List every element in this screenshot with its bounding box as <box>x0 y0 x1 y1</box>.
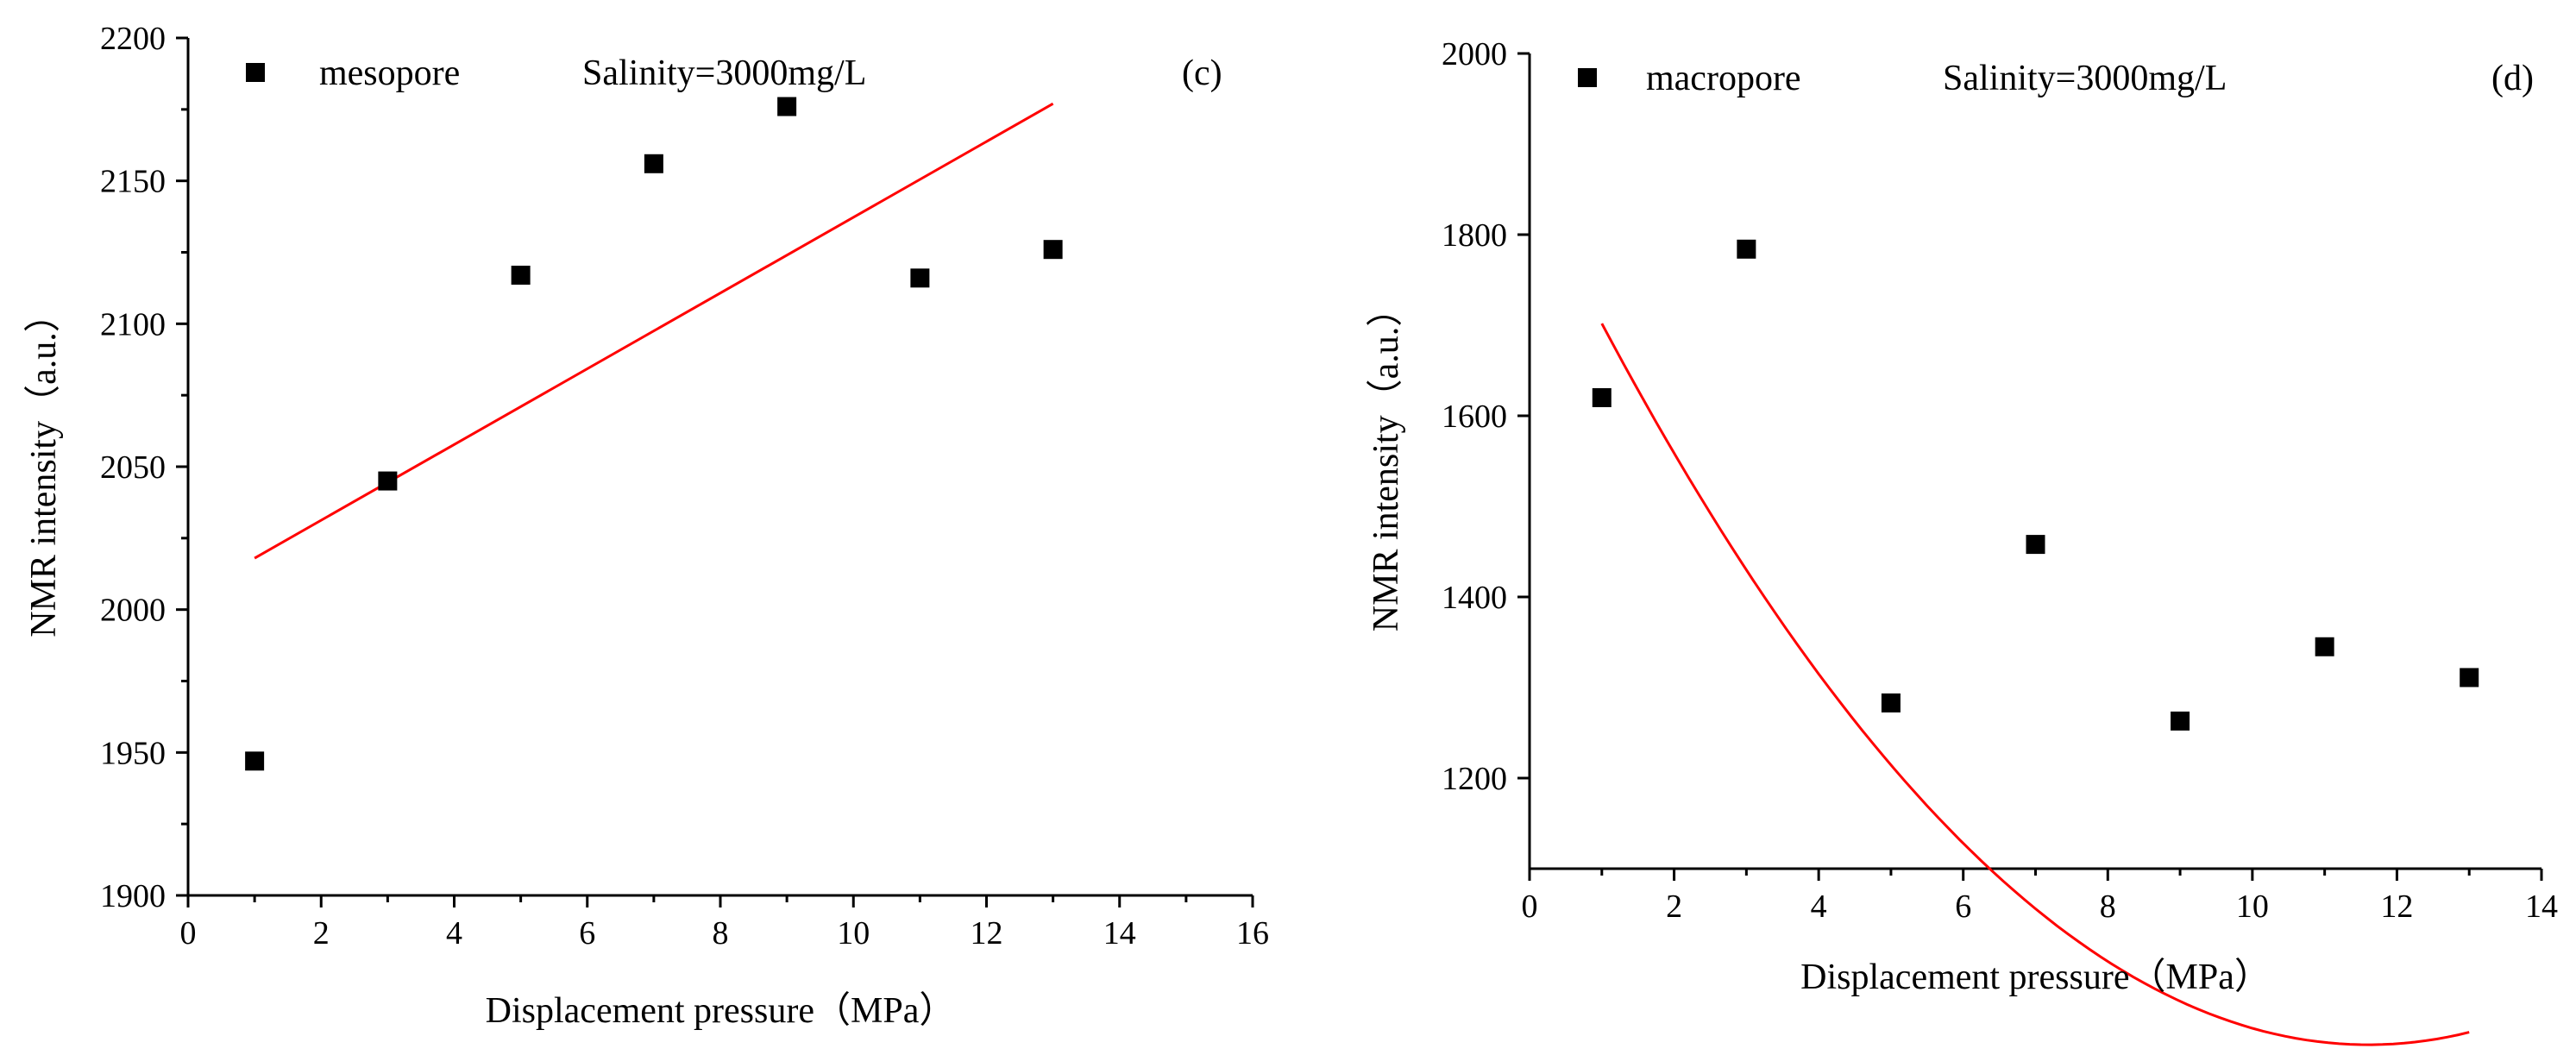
legend-marker-c <box>246 63 265 82</box>
y-tick-label-d-1800: 1800 <box>1442 217 1507 254</box>
axis-ticks-d <box>1517 52 2543 881</box>
panel-label-d: (d) <box>2491 59 2534 98</box>
salinity-annotation-d: Salinity=3000mg/L <box>1943 59 2227 98</box>
x-tick-label-c-10: 10 <box>837 915 870 951</box>
x-tick-label-d-10: 10 <box>2236 889 2269 925</box>
y-tick-label-d-1400: 1400 <box>1442 580 1507 616</box>
x-tick-label-d-4: 4 <box>1811 889 1827 925</box>
x-tick-label-c-14: 14 <box>1103 915 1136 951</box>
data-point-c-1 <box>245 751 265 771</box>
y-tick-label-c-1950: 1950 <box>100 735 166 771</box>
x-tick-labels-c: 0 2 4 6 8 10 12 14 16 <box>180 915 1270 951</box>
salinity-annotation-c: Salinity=3000mg/L <box>582 53 866 93</box>
y-tick-labels-d: 1200 1400 1600 1800 2000 <box>1442 36 1507 797</box>
chart-panel-d: 0 2 4 6 8 10 12 14 1200 1400 1600 1800 2000 macropo… <box>1367 36 2559 1046</box>
x-tick-label-c-0: 0 <box>180 915 197 951</box>
data-point-d-7 <box>2026 535 2045 555</box>
x-tick-label-c-8: 8 <box>713 915 729 951</box>
y-tick-label-d-1600: 1600 <box>1442 399 1507 435</box>
panel-label-c: (c) <box>1182 53 1222 93</box>
y-tick-label-c-2100: 2100 <box>100 306 166 342</box>
data-point-c-3 <box>378 471 398 491</box>
data-point-d-13 <box>2460 668 2479 688</box>
x-tick-label-c-4: 4 <box>446 915 462 951</box>
data-point-c-5 <box>511 266 531 286</box>
data-point-d-3 <box>1737 239 1756 259</box>
y-tick-label-d-1200: 1200 <box>1442 761 1507 797</box>
x-tick-label-d-6: 6 <box>1955 889 1971 925</box>
x-tick-label-c-16: 16 <box>1236 915 1269 951</box>
data-points-c <box>245 97 1063 771</box>
y-tick-label-c-1900: 1900 <box>100 878 166 914</box>
x-tick-label-d-0: 0 <box>1522 889 1538 925</box>
x-tick-labels-d: 0 2 4 6 8 10 12 14 <box>1522 889 2559 925</box>
y-tick-label-d-2000: 2000 <box>1442 36 1507 72</box>
data-point-d-1 <box>1592 388 1612 407</box>
data-point-c-9 <box>777 97 797 116</box>
y-tick-label-c-2200: 2200 <box>100 21 166 57</box>
x-axis-title-d: Displacement pressure（MPa） <box>1800 958 2271 997</box>
y-tick-label-c-2050: 2050 <box>100 449 166 486</box>
data-point-d-9 <box>2171 711 2190 731</box>
x-tick-label-c-2: 2 <box>313 915 330 951</box>
y-tick-label-c-2000: 2000 <box>100 593 166 629</box>
data-point-c-7 <box>644 154 663 173</box>
data-points-d <box>1592 239 2479 731</box>
legend-label-d: macropore <box>1646 59 1801 98</box>
data-point-c-13 <box>1043 240 1063 260</box>
data-point-d-5 <box>1881 693 1901 713</box>
axis-ticks-c <box>176 36 1254 907</box>
data-point-c-11 <box>910 268 930 288</box>
y-tick-label-c-2150: 2150 <box>100 164 166 200</box>
x-tick-label-d-8: 8 <box>2100 889 2116 925</box>
legend-label-c: mesopore <box>319 53 460 93</box>
x-tick-label-c-6: 6 <box>579 915 595 951</box>
x-tick-label-d-2: 2 <box>1666 889 1682 925</box>
y-axis-title-d: NMR intensity（a.u.） <box>1367 291 1406 632</box>
data-point-d-11 <box>2315 637 2334 656</box>
legend-marker-d <box>1578 68 1597 87</box>
x-tick-label-c-12: 12 <box>971 915 1003 951</box>
x-tick-label-d-12: 12 <box>2380 889 2413 925</box>
x-tick-label-d-14: 14 <box>2525 889 2558 925</box>
x-axis-title-c: Displacement pressure（MPa） <box>486 991 956 1031</box>
y-tick-labels-c: 1900 1950 2000 2050 2100 2150 2200 <box>100 21 166 914</box>
chart-panel-c: 0 2 4 6 8 10 12 14 16 1900 1950 2000 2050 2100 2150 22… <box>24 21 1269 1031</box>
y-axis-title-c: NMR intensity（a.u.） <box>24 296 64 637</box>
fit-line-d <box>1600 323 2470 1046</box>
